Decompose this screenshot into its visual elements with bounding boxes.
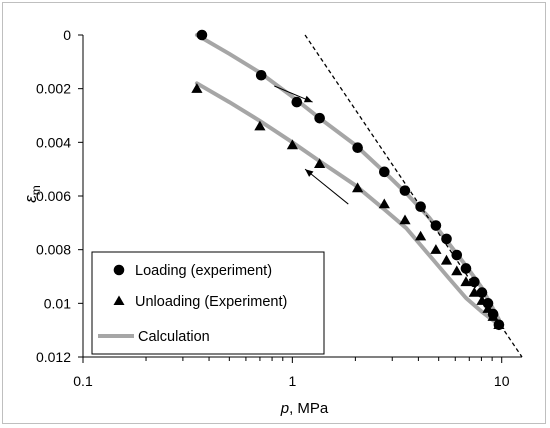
unloading-point (378, 198, 390, 209)
loading-point (291, 96, 303, 108)
y-tick-label: 0.002 (36, 81, 71, 97)
loading-point (430, 220, 442, 231)
loading-point (314, 112, 325, 124)
legend-label-loading: Loading (experiment) (135, 263, 272, 279)
unloading-point (482, 303, 494, 313)
y-tick-label: 0.006 (36, 188, 71, 204)
y-tick-label: 0.01 (44, 295, 71, 311)
unloading-point (254, 120, 266, 131)
unloading-point (191, 83, 203, 93)
y-tick-label: 0 (63, 27, 71, 43)
legend-label-calculation: Calculation (138, 329, 210, 345)
legend: Loading (experiment) Unloading (Experime… (91, 251, 325, 355)
unloading-point (468, 287, 480, 297)
loading-point (415, 201, 426, 213)
y-tick-label: 0.012 (36, 349, 71, 365)
arrow-head (305, 169, 314, 177)
unloading-point (430, 244, 442, 254)
arrow-head (303, 95, 313, 103)
legend-marker-circle (113, 264, 125, 276)
loading-point (255, 69, 267, 81)
unloading-point (487, 311, 499, 321)
loading-point (379, 166, 390, 178)
loading-point (451, 249, 463, 261)
loading-point (476, 287, 488, 298)
loading-point (399, 185, 411, 196)
loading-point (352, 142, 363, 153)
unloading-point (460, 276, 472, 287)
unloading-point (415, 230, 427, 241)
unloading-point (493, 319, 505, 329)
unloading-point (440, 254, 453, 265)
unloading-point (451, 265, 463, 276)
unloading-point (399, 214, 411, 225)
y-axis-label: εm (21, 185, 43, 202)
x-axis-label: p, MPa (280, 400, 329, 417)
x-tick-label: 0.1 (73, 373, 93, 389)
legend-marker-triangle (113, 295, 125, 305)
arrow-line (304, 168, 349, 205)
legend-label-unloading: Unloading (Experiment) (135, 294, 287, 310)
y-tick-label: 0.008 (36, 242, 71, 258)
loading-point (441, 233, 452, 245)
loading-point (469, 276, 480, 288)
unloading-point (314, 158, 326, 168)
x-tick-label: 1 (288, 373, 296, 389)
unloading-point (286, 139, 298, 150)
x-tick-label: 10 (494, 373, 510, 389)
loading-point (196, 29, 208, 41)
unloading-point (352, 182, 364, 193)
y-tick-label: 0.004 (36, 134, 71, 150)
unloading-point (476, 295, 488, 305)
loading-point (460, 263, 472, 274)
